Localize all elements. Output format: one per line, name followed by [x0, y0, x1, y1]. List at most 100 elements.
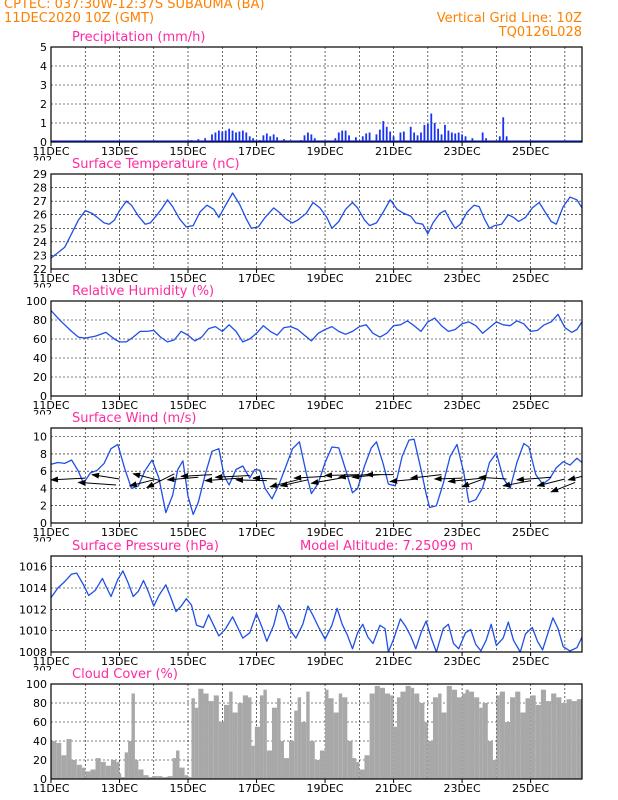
temperature-ytick-label: 25: [33, 222, 47, 235]
cloud-ytick-label: 0: [40, 773, 47, 786]
precipitation-bar: [416, 135, 419, 142]
cloud-ytick-label: 40: [33, 735, 47, 748]
cloud-panel: 0 20 40 60 80 100 11DEC 13DEC 15DEC 17DEC 19DEC 21D…: [26, 667, 583, 795]
humidity-xtick-label: 25DEC: [512, 399, 549, 412]
cloud-bar: [277, 698, 281, 779]
cloud-bar: [438, 693, 442, 779]
cloud-bar: [110, 760, 117, 779]
pressure-xtick-label: 11DEC: [32, 655, 69, 668]
wind-arrow: [146, 473, 175, 489]
precipitation-bar: [310, 134, 313, 142]
wind-ytick-label: 2: [40, 500, 47, 513]
cloud-bar: [561, 703, 567, 779]
cloud-bar: [374, 685, 380, 779]
cloud-bar: [482, 703, 488, 779]
precipitation-bar: [378, 129, 381, 142]
cloud-bar: [525, 698, 531, 779]
precipitation-bar: [433, 123, 436, 142]
temperature-xtick-label: 15DEC: [169, 272, 206, 285]
wind-arrow: [128, 479, 154, 488]
cloud-frame: [50, 683, 583, 780]
cloud-bar: [81, 767, 86, 779]
pressure-ytick-label: 1012: [19, 603, 47, 616]
wind-arrow: [502, 480, 531, 488]
cloud-bar: [208, 701, 214, 779]
cloud-bar: [499, 691, 505, 779]
cloud-bar: [271, 707, 278, 779]
temperature-ytick-label: 29: [33, 168, 47, 181]
precipitation-bar: [245, 132, 248, 142]
cloud-bar: [400, 691, 406, 779]
temperature-ytick-label: 22: [33, 263, 47, 276]
humidity-ytick-label: 0: [40, 390, 47, 403]
pressure-xtick-label: 25DEC: [512, 655, 549, 668]
run-datetime: 11DEC2020 10Z (GMT): [4, 11, 155, 26]
precipitation-bar: [241, 130, 244, 142]
cloud-bar: [325, 689, 329, 779]
precipitation-bar: [228, 128, 231, 142]
pressure-title: Surface Pressure (hPa): [72, 539, 219, 554]
wind-ytick-label: 4: [40, 482, 47, 495]
cloud-bar: [342, 697, 348, 779]
precipitation-panel: 0 1 2 3 4 5 11DEC 13DEC 15DEC 17DEC 19DEC 21DEC 23DE…: [32, 30, 583, 166]
cloud-ytick-label: 20: [33, 754, 47, 767]
cloud-bar: [242, 695, 248, 779]
cloud-bar: [280, 741, 284, 779]
cloud-bar: [251, 745, 255, 779]
cloud-bar: [347, 741, 353, 779]
precipitation-bar: [307, 132, 309, 142]
wind-arrow: [132, 472, 161, 482]
cloud-bar: [393, 726, 398, 779]
pressure-xtick-label: 17DEC: [238, 655, 275, 668]
cloud-bar: [131, 693, 135, 779]
cloud-bar: [119, 773, 122, 779]
cloud-bar: [184, 775, 189, 779]
humidity-ytick-label: 80: [33, 314, 47, 327]
precipitation-bar: [437, 128, 440, 142]
cloud-bar: [571, 701, 577, 779]
precipitation-bar: [269, 136, 272, 142]
precipitation-bar: [348, 135, 350, 142]
precipitation-bar: [382, 121, 385, 142]
precipitation-ytick-label: 2: [40, 98, 47, 111]
cloud-bar: [465, 689, 469, 779]
cloud-ytick-label: 100: [26, 678, 47, 691]
cloud-bar: [297, 697, 302, 779]
wind-arrow: [279, 479, 309, 488]
cloud-bar: [369, 693, 375, 779]
cloud-bar: [294, 710, 298, 779]
humidity-ytick-label: 60: [33, 333, 47, 346]
precipitation-bar: [502, 117, 505, 142]
precipitation-bar: [440, 134, 443, 142]
cloud-bar: [232, 712, 238, 779]
cloud-bar: [424, 722, 428, 779]
cloud-bar: [487, 741, 493, 779]
cloud-bar: [247, 697, 252, 779]
cloud-bar: [194, 707, 199, 779]
cloud-bar: [76, 764, 82, 779]
cloud-bar: [546, 701, 552, 779]
cloud-ytick-label: 80: [33, 697, 47, 710]
pressure-annotation: Model Altitude: 7.25099 m: [300, 539, 473, 554]
cloud-bar: [116, 761, 120, 779]
cloud-bar: [566, 699, 572, 779]
precipitation-bar: [399, 132, 402, 142]
humidity-ytick-label: 100: [26, 295, 47, 308]
cloud-bar: [85, 771, 91, 779]
cloud-bar: [441, 712, 447, 779]
vertical-grid-label: Vertical Grid Line: 10Z: [436, 11, 582, 26]
precipitation-bar: [344, 130, 347, 142]
precipitation-year-label: 202: [33, 155, 52, 166]
cloud-bar: [266, 750, 272, 779]
precipitation-bar: [252, 138, 255, 142]
precipitation-bar: [471, 138, 474, 142]
humidity-xtick-label: 23DEC: [444, 399, 481, 412]
cloud-bar: [510, 697, 516, 779]
wind-ytick-label: 0: [40, 517, 47, 530]
cloud-bar: [540, 689, 547, 779]
pressure-xtick-label: 23DEC: [444, 655, 481, 668]
wind-xtick-label: 17DEC: [238, 526, 275, 539]
temperature-xtick-label: 11DEC: [32, 272, 69, 285]
precipitation-bar: [368, 132, 371, 142]
precipitation-bar: [204, 138, 207, 142]
